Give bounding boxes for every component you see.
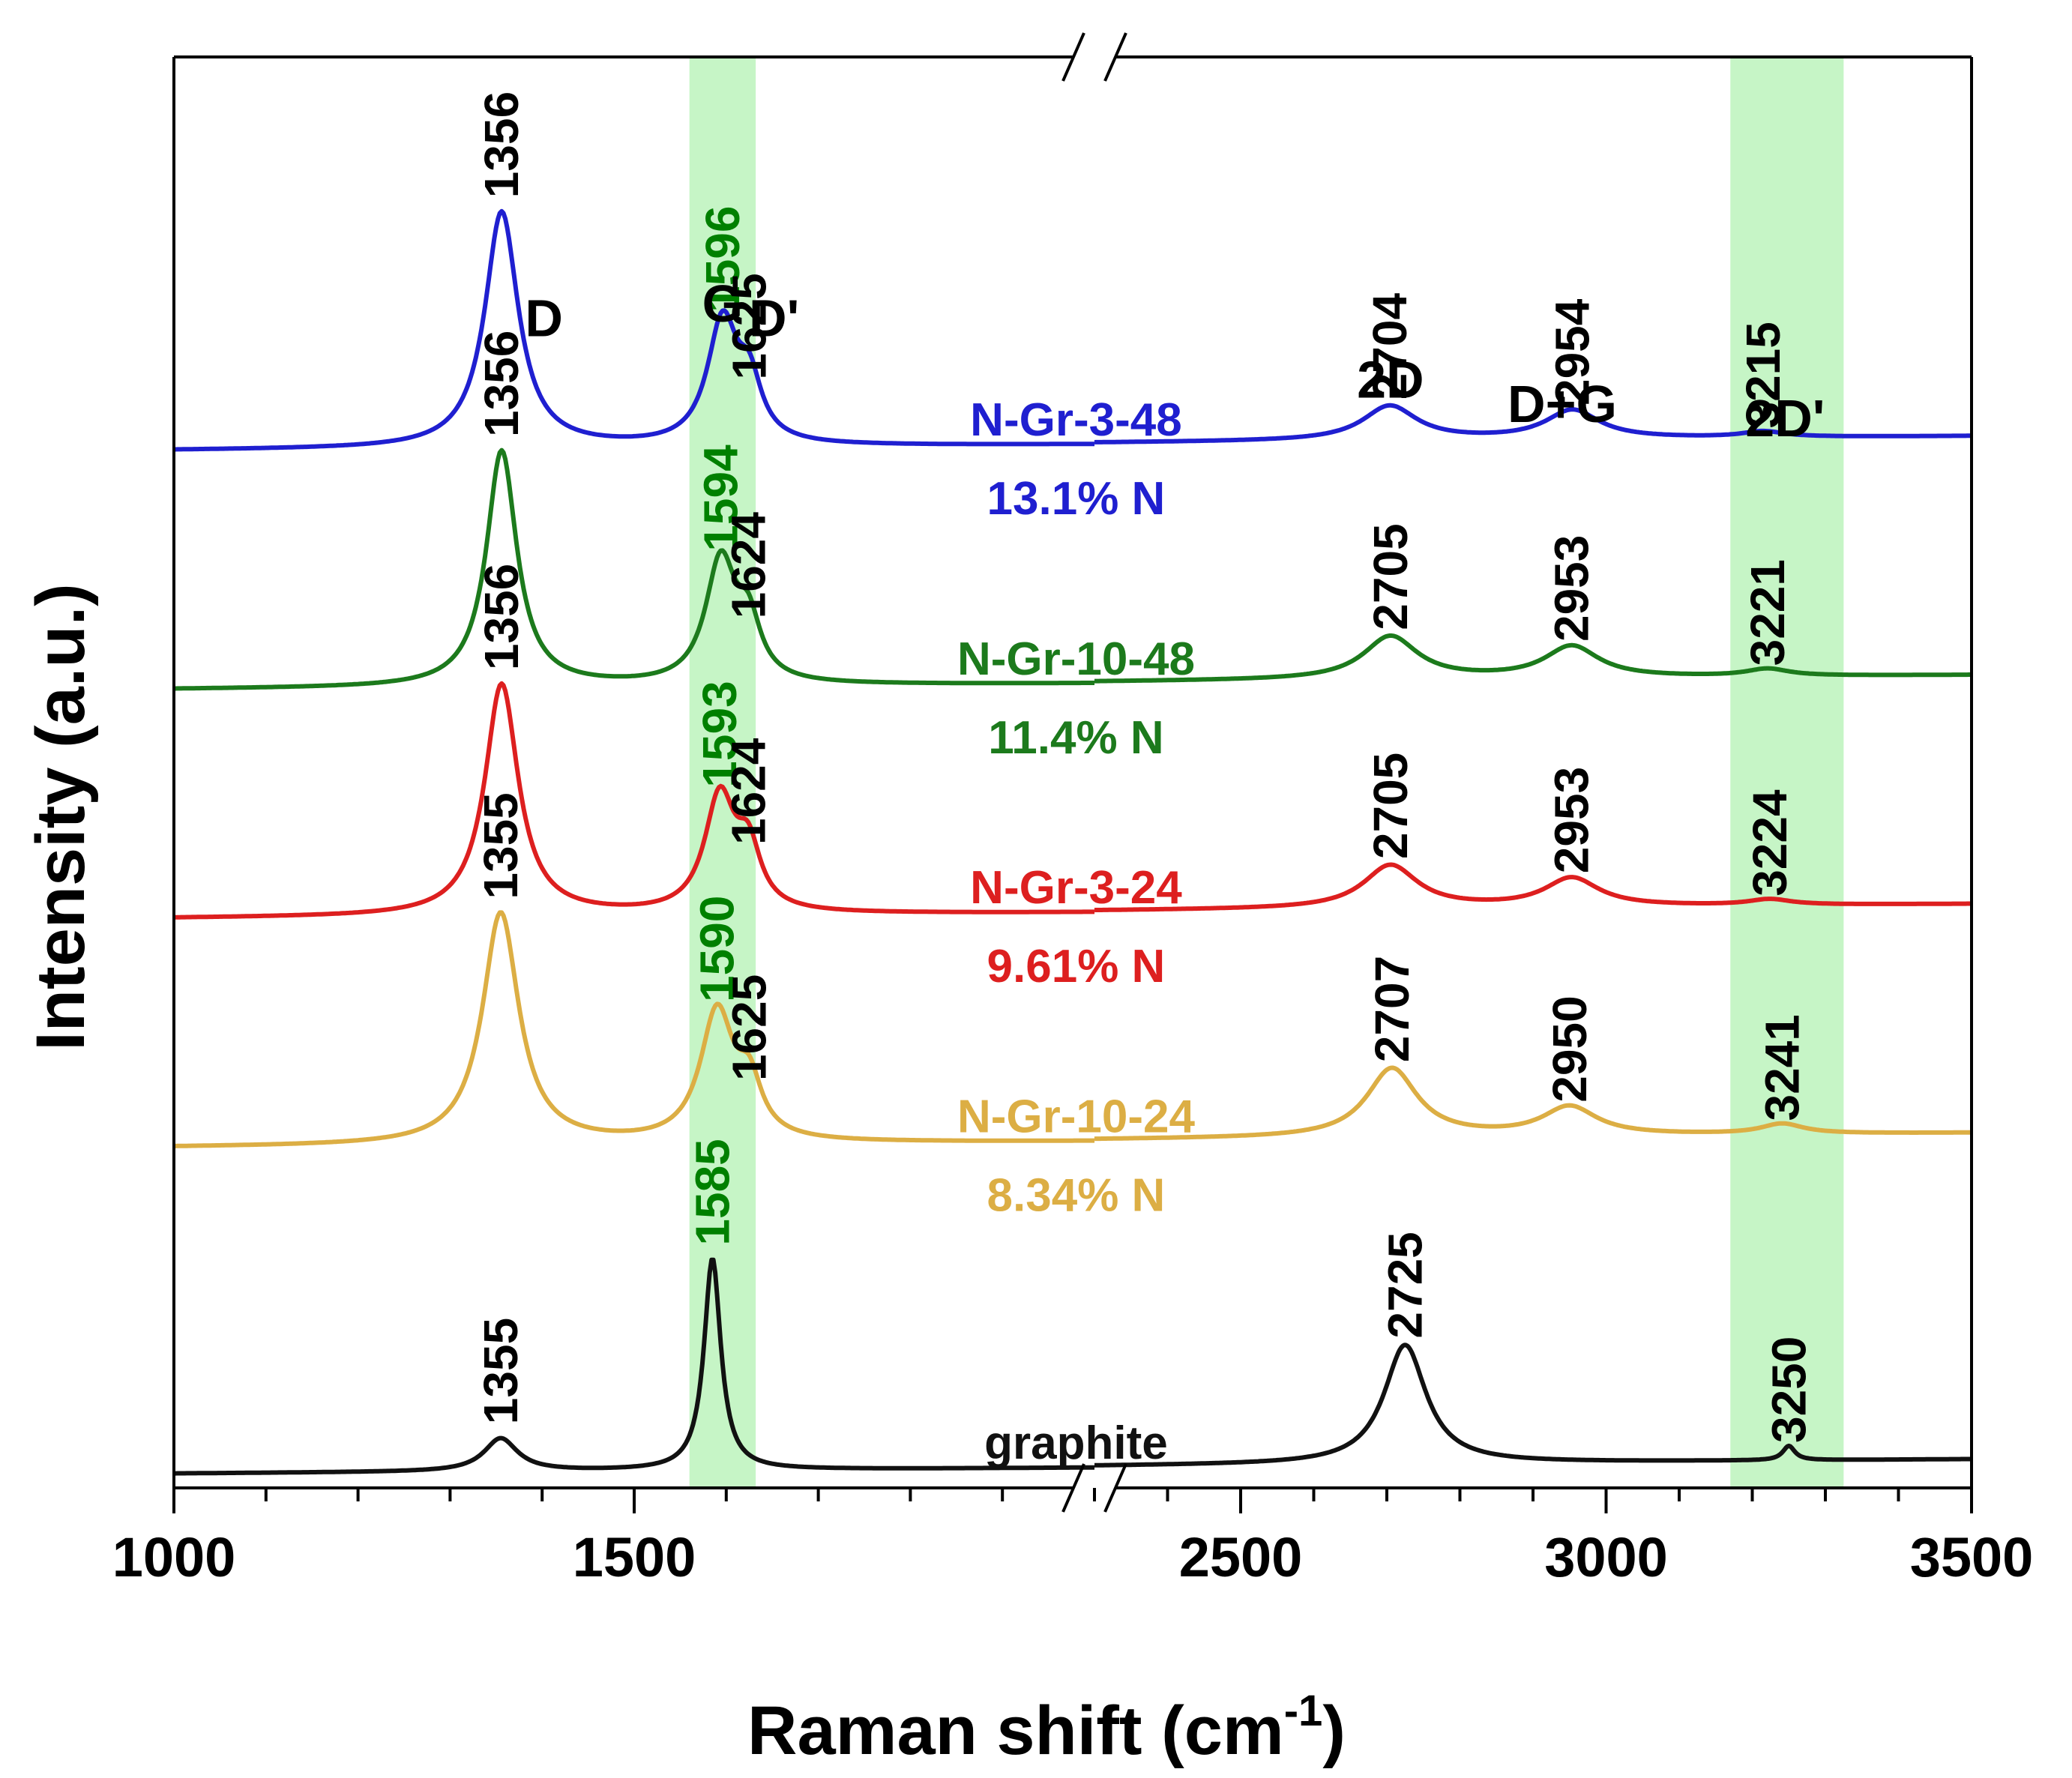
peak-value-label: 2704 [1363, 293, 1417, 400]
highlight-bands [689, 57, 1844, 1488]
peak-value-label: 1355 [474, 792, 528, 899]
peak-value-label: 1356 [475, 91, 528, 198]
peak-value-label: 1356 [475, 331, 528, 437]
peak-name-label: D+G [1508, 375, 1617, 433]
series-line-graphite-b [1094, 1342, 1973, 1468]
peak-value-label: 2705 [1364, 753, 1418, 859]
series-name-label: N-Gr-3-48 [970, 394, 1182, 446]
peak-value-label: 2954 [1546, 298, 1600, 406]
peak-value-label: 2950 [1543, 995, 1597, 1102]
series-line-N-Gr-3-24-a [173, 681, 1095, 920]
peak-value-label: 1593 [693, 681, 747, 787]
x-axis-title-main: Raman shift (cm [747, 1693, 1284, 1769]
peak-name-label: D' [749, 289, 799, 347]
series-line-N-Gr-3-24-b [1094, 862, 1973, 913]
x-tick-label: 3500 [1910, 1526, 2034, 1588]
series-line-graphite-a [173, 1257, 1095, 1476]
axis-break-mark [1061, 32, 1085, 82]
series-percent-label: 13.1% N [987, 473, 1166, 525]
peak-value-label: 2725 [1378, 1232, 1432, 1338]
series-lines [173, 208, 1973, 1476]
peak-value-label: 3221 [1741, 559, 1795, 666]
series-percent-label: 11.4% N [988, 712, 1163, 764]
peak-value-label: 1355 [474, 1318, 528, 1424]
x-tick-label: 2500 [1179, 1526, 1303, 1588]
peak-value-label: 1590 [690, 896, 744, 1002]
peak-value-label: 3215 [1736, 322, 1790, 428]
peak-name-label: D [525, 289, 563, 347]
x-axis-title: Raman shift (cm-1) [747, 1687, 1346, 1769]
x-tick-label: 1000 [112, 1526, 236, 1588]
peak-value-label: 1594 [693, 444, 747, 552]
peak-value-label: 1624 [721, 738, 775, 845]
axis-break-mark [1103, 32, 1127, 82]
x-axis-title-superscript: -1 [1284, 1687, 1323, 1735]
peak-value-label: 3250 [1762, 1336, 1816, 1443]
series-name-label: N-Gr-10-48 [957, 633, 1195, 685]
peak-value-label: 1624 [721, 512, 775, 619]
highlight-band-2 [1730, 57, 1844, 1488]
peak-name-label: G [702, 274, 743, 333]
series-line-N-Gr-10-24-b [1094, 1065, 1973, 1142]
peak-value-label: 1625 [723, 273, 777, 379]
peak-value-label: 1596 [696, 206, 750, 313]
peak-value-label: 2705 [1364, 523, 1418, 630]
y-axis-title: Intensity (a.u.) [22, 583, 99, 1051]
series-line-N-Gr-3-48-b [1094, 403, 1973, 444]
peak-value-label: 2953 [1545, 767, 1599, 873]
x-axis-title-end: ) [1322, 1693, 1346, 1769]
series-line-N-Gr-3-48-a [173, 208, 1095, 452]
axis-break-mark [1061, 1463, 1085, 1513]
highlight-band-1 [689, 57, 756, 1488]
peak-value-label: 3241 [1756, 1014, 1810, 1121]
series-line-N-Gr-10-48-b [1094, 633, 1973, 684]
series-name-label: graphite [984, 1417, 1168, 1469]
peak-value-label: 1585 [685, 1139, 739, 1245]
peak-value-label: 1356 [475, 564, 528, 670]
peak-value-label: 1625 [723, 974, 777, 1081]
x-tick-label: 1500 [573, 1526, 696, 1588]
axis-break-mark [1103, 1463, 1127, 1513]
series-name-label: N-Gr-10-24 [957, 1091, 1196, 1143]
peak-name-label: 2D [1357, 350, 1424, 409]
peak-value-label: 2953 [1545, 535, 1599, 642]
peak-value-label: 2707 [1365, 956, 1419, 1062]
series-name-label: N-Gr-3-24 [970, 862, 1182, 914]
series-percent-label: 8.34% N [987, 1170, 1166, 1222]
series-line-N-Gr-10-24-a [173, 910, 1095, 1148]
peak-value-label: 3224 [1743, 789, 1797, 896]
x-tick-label: 3000 [1544, 1526, 1668, 1588]
series-percent-label: 9.61% N [987, 941, 1166, 992]
series-line-N-Gr-10-48-a [173, 447, 1095, 691]
peak-name-label: 2D' [1745, 389, 1825, 447]
plot-frame: 1000 1500 2500 3000 3500 [112, 32, 2034, 1588]
